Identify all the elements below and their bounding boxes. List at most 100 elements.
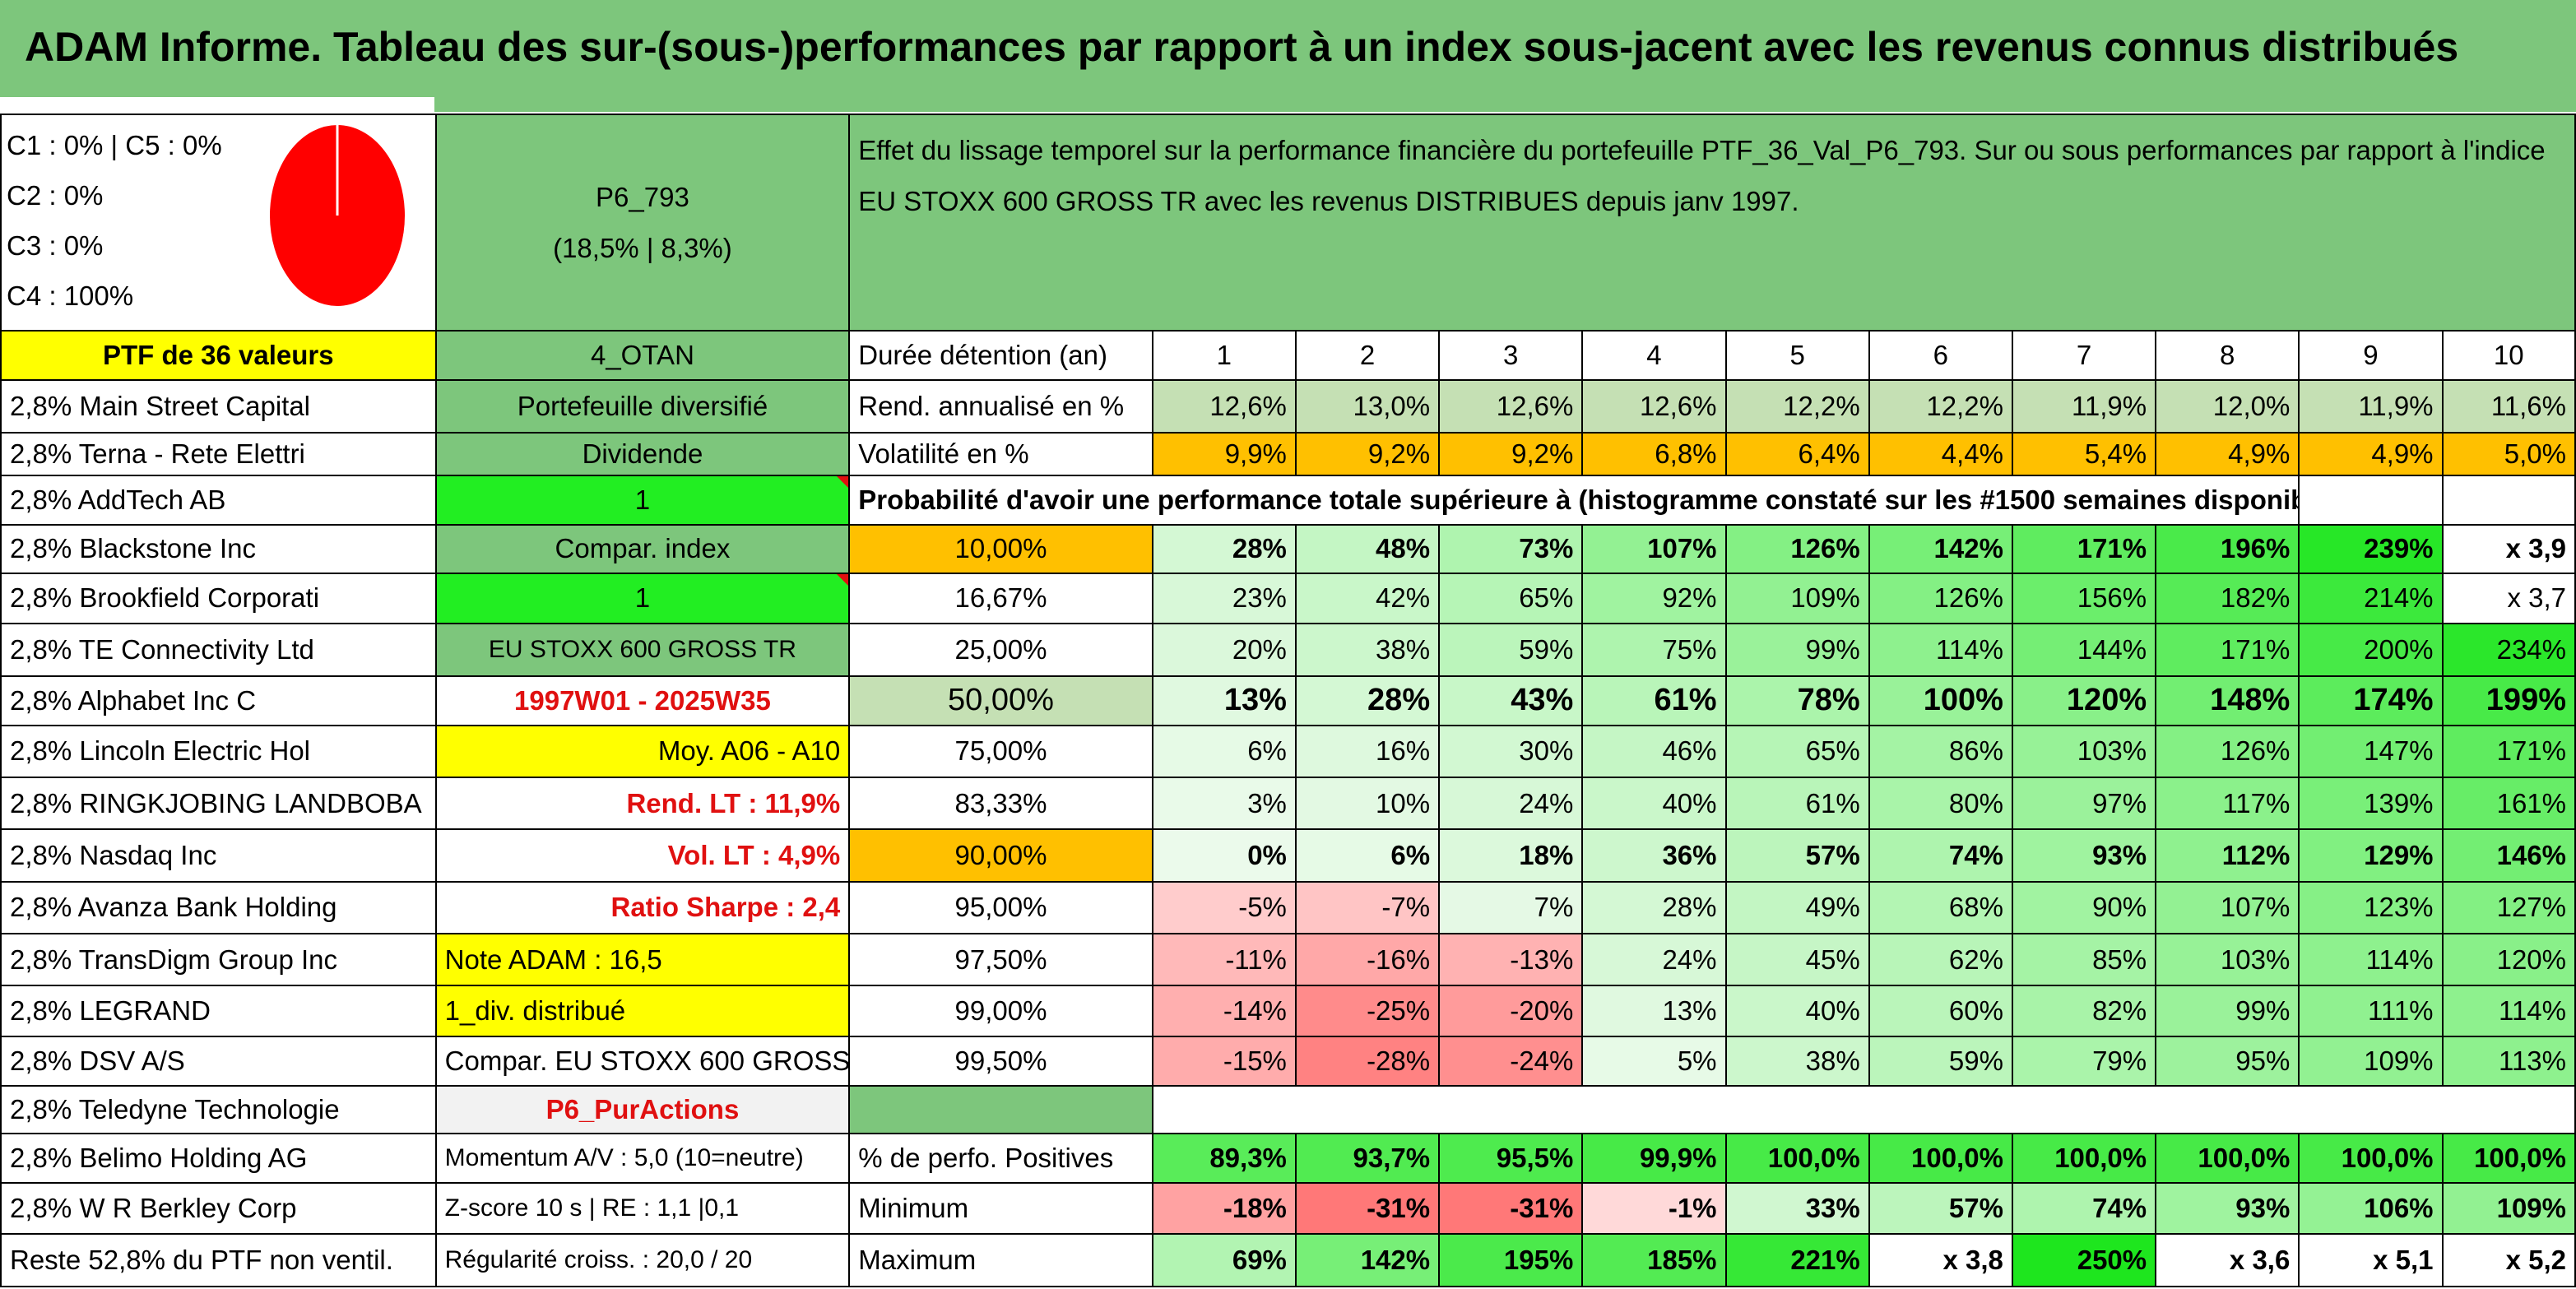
portfolio-category: 4_OTAN: [434, 330, 851, 382]
volatility-value: 4,4%: [1868, 431, 2013, 477]
holding-item: 2,8% DSV A/S: [0, 1035, 437, 1087]
year-header: 3: [1438, 330, 1584, 382]
allocation-legend: C1 : 0% | C5 : 0% C2 : 0% C3 : 0% C4 : 1…: [7, 120, 222, 321]
quantile-value: -15%: [1151, 1035, 1297, 1087]
minimum-value: 74%: [2011, 1182, 2157, 1236]
allocation-line: C4 : 100%: [7, 281, 134, 311]
quantile-value: 61%: [1581, 675, 1727, 726]
quantile-value: 65%: [1724, 724, 1870, 778]
quantile-value: 93%: [2011, 828, 2157, 883]
year-header: 2: [1294, 330, 1441, 382]
quantile-value: 129%: [2298, 828, 2444, 883]
quantile-value: 28%: [1151, 523, 1297, 574]
quantile-label: 75,00%: [848, 724, 1153, 778]
quantile-value: 239%: [2298, 523, 2444, 574]
probability-label: Probabilité d'avoir une performance tota…: [848, 475, 2300, 526]
quantile-value: -24%: [1438, 1035, 1584, 1087]
maximum-value: x 3,8: [1868, 1233, 2013, 1287]
quantile-value: 38%: [1294, 622, 1441, 678]
quantile-value: 40%: [1581, 776, 1727, 831]
table-row: 2,8% DSV A/S Compar. EU STOXX 600 GROSS T…: [0, 1035, 2576, 1087]
volatility-value: 6,4%: [1724, 431, 1870, 477]
holding-item: 2,8% Lincoln Electric Hol: [0, 724, 437, 778]
portfolio-id: P6_793: [596, 181, 689, 212]
holding-item: 2,8% Main Street Capital: [0, 379, 437, 434]
quantile-value: 156%: [2011, 572, 2157, 624]
quantile-value: 65%: [1438, 572, 1584, 624]
description: Effet du lissage temporel sur la perform…: [848, 113, 2576, 332]
quantile-value: 109%: [2298, 1035, 2444, 1087]
quantile-value: 36%: [1581, 828, 1727, 883]
quantile-value: 45%: [1724, 933, 1870, 987]
return-value: 12,6%: [1151, 379, 1297, 434]
quantile-value: 117%: [2155, 776, 2300, 831]
portfolio-type: Portefeuille diversifié: [434, 379, 851, 434]
volatility-value: 5,4%: [2011, 431, 2157, 477]
year-header: 10: [2441, 330, 2576, 382]
quantile-value: 182%: [2155, 572, 2300, 624]
allocation-cell: C1 : 0% | C5 : 0% C2 : 0% C3 : 0% C4 : 1…: [0, 113, 437, 332]
quantile-value: 144%: [2011, 622, 2157, 678]
quantile-value: 199%: [2441, 675, 2576, 726]
volatility-value: 4,9%: [2155, 431, 2300, 477]
quantile-value: 200%: [2298, 622, 2444, 678]
table-row: Reste 52,8% du PTF non ventil. Régularité…: [0, 1233, 2576, 1287]
flag-value: 1: [434, 572, 851, 624]
minimum-value: -31%: [1438, 1182, 1584, 1236]
quantile-value: -5%: [1151, 880, 1297, 935]
positive-value: 89,3%: [1151, 1132, 1297, 1185]
quantile-value: 95%: [2155, 1035, 2300, 1087]
table-row: 2,8% LEGRAND 1_div. distribué 99,00% -14% -2…: [0, 985, 2576, 1037]
quantile-value: 82%: [2011, 985, 2157, 1037]
quantile-value: -28%: [1294, 1035, 1441, 1087]
allocation-line: C3 : 0%: [7, 230, 104, 261]
adam-note: Note ADAM : 16,5: [434, 933, 851, 987]
minimum-value: 106%: [2298, 1182, 2444, 1236]
quantile-value: 99%: [2155, 985, 2300, 1037]
quantile-value: 73%: [1438, 523, 1584, 574]
quantile-value: 40%: [1724, 985, 1870, 1037]
quantile-value: 126%: [2155, 724, 2300, 778]
quantile-value: 99%: [1724, 622, 1870, 678]
table-row: 2,8% Brookfield Corporati 1 16,67% 23% 42% 65…: [0, 572, 2576, 624]
return-value: 11,9%: [2298, 379, 2444, 434]
volatility-label: Volatilité en %: [848, 431, 1153, 477]
year-header: 1: [1151, 330, 1297, 382]
quantile-value: 107%: [1581, 523, 1727, 574]
table-row: 2,8% AddTech AB 1 Probabilité d'avoir une …: [0, 475, 2576, 526]
compare-index: Compar. EU STOXX 600 GROSS TR: [434, 1035, 851, 1087]
quantile-value: 114%: [2298, 933, 2444, 987]
maximum-value: x 3,6: [2155, 1233, 2300, 1287]
table-row: PTF de 36 valeurs 4_OTAN Durée détention (…: [0, 330, 2576, 382]
quantile-value: 13%: [1581, 985, 1727, 1037]
return-value: 12,0%: [2155, 379, 2300, 434]
year-header: 4: [1581, 330, 1727, 382]
quantile-value: -16%: [1294, 933, 1441, 987]
portfolio-id-cell: P6_793 (18,5% | 8,3%): [434, 113, 851, 332]
quantile-value: 61%: [1724, 776, 1870, 831]
return-value: 12,2%: [1724, 379, 1870, 434]
sharpe-ratio: Ratio Sharpe : 2,4: [434, 880, 851, 935]
long-term-return: Rend. LT : 11,9%: [434, 776, 851, 831]
maximum-value: 250%: [2011, 1233, 2157, 1287]
holding-item: Reste 52,8% du PTF non ventil.: [0, 1233, 437, 1287]
maximum-value: x 5,1: [2298, 1233, 2444, 1287]
quantile-value: 18%: [1438, 828, 1584, 883]
date-range: 1997W01 - 2025W35: [434, 675, 851, 726]
quantile-value: 123%: [2298, 880, 2444, 935]
quantile-value: 57%: [1724, 828, 1870, 883]
maximum-value: x 5,2: [2441, 1233, 2576, 1287]
table-row: 2,8% W R Berkley Corp Z-score 10 s | RE :…: [0, 1182, 2576, 1236]
quantile-value: 20%: [1151, 622, 1297, 678]
quantile-value: 112%: [2155, 828, 2300, 883]
quantile-value: -13%: [1438, 933, 1584, 987]
positive-value: 95,5%: [1438, 1132, 1584, 1185]
quantile-value: 85%: [2011, 933, 2157, 987]
quantile-value: 120%: [2441, 933, 2576, 987]
quantile-value: 148%: [2155, 675, 2300, 726]
holding-item: 2,8% Alphabet Inc C: [0, 675, 437, 726]
maximum-label: Maximum: [848, 1233, 1153, 1287]
year-header: 7: [2011, 330, 2157, 382]
quantile-value: 97%: [2011, 776, 2157, 831]
holding-item: 2,8% Brookfield Corporati: [0, 572, 437, 624]
